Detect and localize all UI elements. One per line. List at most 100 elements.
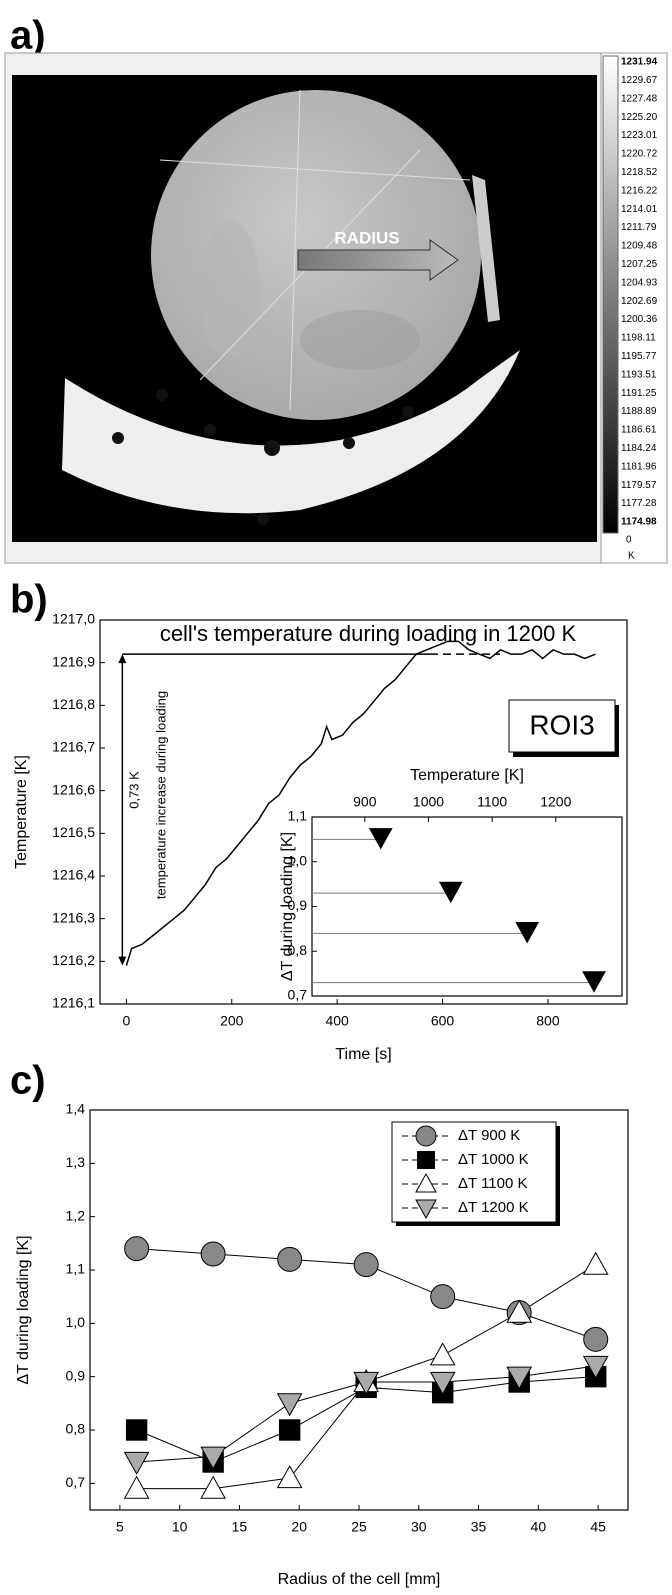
marker [200, 1475, 226, 1499]
radius-arrow [297, 239, 459, 281]
marker [353, 1371, 380, 1396]
marker [582, 1355, 609, 1380]
colorbar-label: 1198.11 [621, 333, 656, 344]
y-tick-label: 1216,4 [52, 867, 95, 883]
colorbar-label: 1214.01 [621, 204, 658, 215]
y-axis-label: ΔT during loading [K] [15, 1235, 32, 1384]
arrow-head [118, 654, 127, 664]
marker [123, 1451, 150, 1476]
y-tick-label: 0,8 [288, 942, 308, 958]
colorbar-label: 1200.36 [621, 314, 658, 325]
marker [200, 1241, 226, 1267]
holder-band [62, 350, 520, 514]
roi-box [508, 699, 616, 753]
x-tick-label: 800 [536, 1013, 560, 1029]
legend-marker [417, 1151, 435, 1169]
delta-label: 0,73 K [126, 771, 141, 809]
colorbar-label: 1184.24 [621, 443, 657, 454]
colorbar-label: 1174.98 [621, 517, 657, 528]
legend-label: ΔT 1200 K [458, 1199, 529, 1216]
plot-frame [311, 816, 623, 997]
x-axis-label: Radius of the cell [mm] [278, 1571, 441, 1588]
marker [582, 971, 606, 993]
marker [515, 922, 540, 944]
legend-marker [415, 1199, 437, 1220]
y-tick-label: 1216,5 [52, 824, 95, 840]
x-tick-label: 1100 [477, 794, 507, 810]
y-tick-label: 1,1 [288, 808, 308, 824]
y-tick-label: 0,9 [288, 897, 308, 913]
colorbar-label: 1218.52 [621, 167, 658, 178]
colorbar-label: 1225.20 [621, 112, 658, 123]
y-tick-label: 0,8 [66, 1421, 86, 1437]
y-tick-label: 1216,3 [52, 909, 95, 925]
y-tick-label: 0,7 [66, 1474, 86, 1490]
y-tick-label: 1216,7 [52, 739, 95, 755]
colorbar [602, 55, 619, 534]
chart-title: cell's temperature during loading in 120… [160, 621, 577, 646]
colorbar-label: 1191.25 [621, 388, 657, 399]
colorbar-extra: 0 [626, 535, 632, 546]
legend-label: ΔT 900 K [458, 1127, 520, 1144]
marker [506, 1299, 533, 1323]
x-tick-label: 600 [431, 1013, 455, 1029]
y-tick-label: 1216,1 [52, 995, 95, 1011]
marker [430, 1284, 456, 1310]
marker [278, 1419, 301, 1441]
wire [472, 175, 500, 322]
colorbar-label: 1177.28 [621, 498, 657, 509]
colorbar-label: 1216.22 [621, 185, 658, 196]
texture [200, 220, 260, 360]
colorbar-label: 1179.57 [621, 480, 657, 491]
marker [368, 828, 393, 850]
colorbar-unit: K [628, 551, 635, 562]
y-tick-label: 1,0 [288, 852, 308, 868]
x-tick-label: 200 [220, 1013, 244, 1029]
y-tick-label: 1,4 [66, 1101, 86, 1117]
colorbar-label: 1227.48 [621, 93, 658, 104]
marker [429, 1371, 456, 1396]
x-tick-label: 1200 [540, 794, 571, 810]
holes [112, 389, 414, 525]
colorbar-label: 1186.61 [621, 425, 657, 436]
colorbar-label: 1181.96 [621, 461, 657, 472]
y-tick-label: 0,7 [288, 987, 308, 1003]
marker [353, 1252, 379, 1278]
x-tick-label: 35 [471, 1519, 487, 1535]
colorbar-label: 1209.48 [621, 241, 658, 252]
marker [506, 1366, 533, 1390]
legend-marker [415, 1172, 437, 1193]
colorbar-label: 1220.72 [621, 149, 658, 160]
panel-label: b) [10, 578, 48, 622]
colorbar-label: 1223.01 [621, 130, 658, 141]
y-tick-label: 1216,6 [52, 781, 95, 797]
x-tick-label: 400 [325, 1013, 349, 1029]
x-axis-label: Time [s] [335, 1046, 391, 1063]
y-tick-label: 1216,2 [52, 952, 95, 968]
y-tick-label: 1,3 [66, 1154, 86, 1170]
y-axis-label: ΔT during loading [K] [279, 832, 296, 981]
arrow-head [118, 956, 127, 966]
y-tick-label: 1216,8 [52, 696, 95, 712]
marker [429, 1342, 456, 1366]
marker [125, 1419, 148, 1441]
marker [277, 1246, 303, 1272]
x-tick-label: 45 [590, 1519, 606, 1535]
panel-label: c) [10, 1059, 46, 1103]
roi-label: ROI3 [529, 709, 594, 740]
colorbar-label: 1231.94 [621, 57, 658, 68]
colorbar-label: 1193.51 [621, 369, 657, 380]
x-tick-label: 15 [232, 1519, 248, 1535]
marker [276, 1393, 303, 1417]
x-tick-label: 40 [531, 1519, 547, 1535]
marker [124, 1236, 150, 1262]
y-tick-label: 1217,0 [52, 611, 95, 627]
x-tick-label: 1000 [413, 794, 444, 810]
x-tick-label: 10 [172, 1519, 188, 1535]
marker [582, 1251, 609, 1275]
y-tick-label: 1,0 [66, 1314, 86, 1330]
image-annotation: RADIUS [334, 228, 399, 247]
marker [583, 1326, 609, 1352]
marker [200, 1446, 226, 1470]
thermal-image: RADIUS 0 K [4, 52, 668, 564]
